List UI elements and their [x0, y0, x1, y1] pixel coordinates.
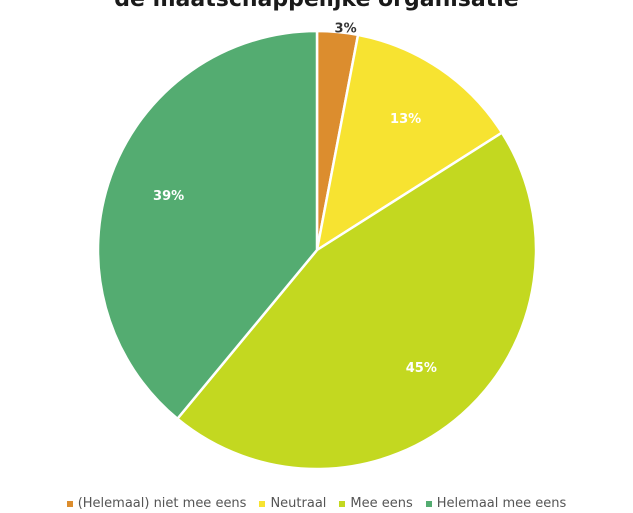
pie-slice-4 [96, 29, 319, 420]
legend-swatch [66, 500, 73, 507]
legend-item-4: Helemaal mee eens [425, 496, 567, 511]
chart-title: de maatschappelijke organisatie [0, 0, 633, 12]
legend-label: Mee eens [350, 496, 413, 511]
chart-legend: (Helemaal) niet mee eens Neutraal Mee eens… [0, 496, 633, 511]
pie-slice-2 [315, 33, 504, 252]
legend-swatch [259, 500, 266, 507]
pie-data-labels: 3% 13% 45% 39% [153, 22, 437, 376]
data-label-1: 3% [335, 22, 357, 37]
legend-label: (Helemaal) niet mee eens [77, 496, 247, 511]
legend-swatch [425, 500, 432, 507]
legend-item-2: Neutraal [259, 496, 326, 511]
legend-item-1: (Helemaal) niet mee eens [66, 496, 247, 511]
pie-slice-3 [176, 131, 538, 471]
legend-item-3: Mee eens [339, 496, 413, 511]
data-label-2: 13% [390, 112, 421, 127]
data-label-3: 45% [406, 361, 437, 376]
pie-slices [96, 29, 538, 471]
data-label-4: 39% [153, 189, 184, 204]
legend-label: Helemaal mee eens [436, 496, 567, 511]
legend-swatch [339, 500, 346, 507]
legend-label: Neutraal [270, 496, 327, 511]
